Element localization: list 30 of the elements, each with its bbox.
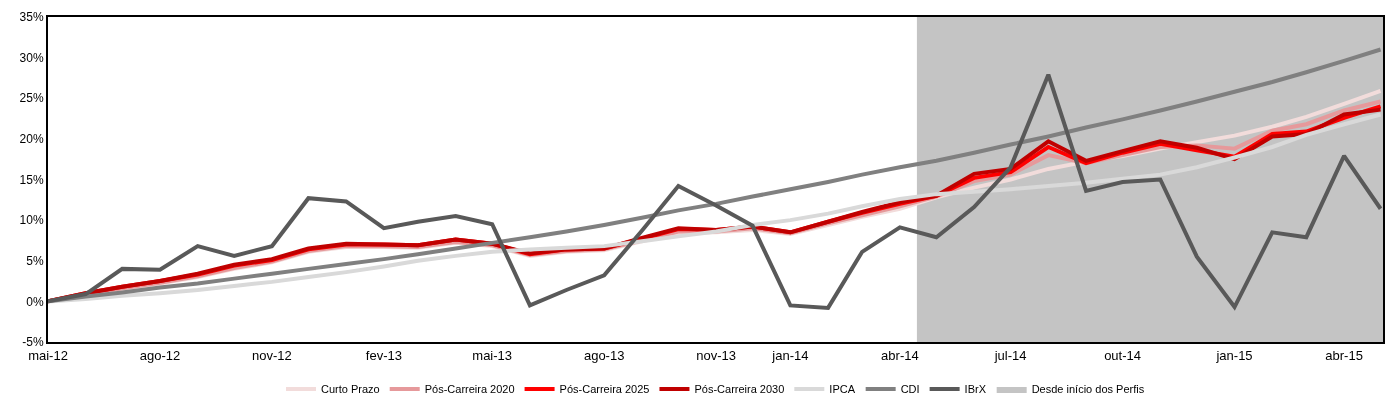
y-tick-label: 30% [19,50,44,65]
x-tick-label: ago-12 [139,347,181,363]
x-tick-label: jan-15 [1215,347,1253,363]
legend-label: Pós-Carreira 2025 [559,383,650,396]
y-tick-label: 20% [19,132,44,147]
y-tick-label: 15% [19,172,44,187]
x-tick-label: nov-13 [696,347,736,363]
x-tick-label: nov-12 [252,347,292,363]
legend-label: Desde início dos Perfis [1031,383,1145,396]
x-tick-label: fev-13 [365,347,402,363]
x-tick-label: jul-14 [993,347,1027,363]
legend-label: IBrX [964,383,987,396]
legend-label: Curto Prazo [321,383,380,396]
y-tick-label: 25% [19,91,44,106]
x-tick-label: mai-12 [28,347,68,363]
x-tick-label: jan-14 [771,347,809,363]
y-tick-label: 10% [19,213,44,228]
y-tick-label: 0% [26,294,44,309]
x-tick-label: ago-13 [583,347,625,363]
legend-label: Pós-Carreira 2030 [694,383,785,396]
y-tick-label: -5% [22,335,44,350]
y-tick-label: 5% [26,253,44,268]
legend-label: Pós-Carreira 2020 [424,383,515,396]
x-tick-label: abr-14 [881,347,919,363]
x-tick-label: mai-13 [472,347,513,363]
x-tick-label: abr-15 [1325,347,1363,363]
y-tick-label: 35% [19,10,44,25]
legend-label: CDI [900,383,920,396]
x-tick-label: out-14 [1104,347,1142,363]
legend-label: IPCA [829,383,856,396]
